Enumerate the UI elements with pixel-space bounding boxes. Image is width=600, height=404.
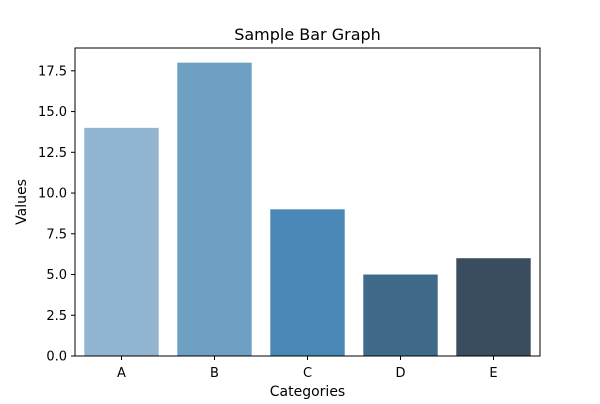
x-tick-label: E <box>489 366 497 381</box>
y-tick-label: 12.5 <box>38 146 67 161</box>
bar-a <box>84 127 159 356</box>
y-axis-label: Values <box>14 179 30 225</box>
bar-e <box>456 258 531 356</box>
y-tick-label: 15.0 <box>38 105 67 120</box>
bars-layer <box>84 62 531 357</box>
plot-frame <box>74 47 541 357</box>
x-axis-ticks: A B C D E <box>117 356 498 381</box>
bar-b <box>177 62 252 357</box>
y-tick-label: 0.0 <box>46 350 67 365</box>
x-tick-label: A <box>117 366 126 381</box>
y-tick-label: 5.0 <box>46 268 67 283</box>
y-axis-ticks: 0.0 2.5 5.0 7.5 10.0 12.5 15.0 17.5 <box>38 64 75 365</box>
x-tick-label: C <box>303 366 312 381</box>
x-tick-label: B <box>210 366 219 381</box>
bar-c <box>270 209 345 356</box>
chart-title: Sample Bar Graph <box>234 25 381 44</box>
y-tick-label: 2.5 <box>46 309 67 324</box>
y-tick-label: 17.5 <box>38 64 67 79</box>
x-axis-label: Categories <box>270 384 345 400</box>
y-tick-label: 10.0 <box>38 187 67 202</box>
bar-d <box>363 274 438 356</box>
x-tick-label: D <box>395 366 405 381</box>
y-tick-label: 7.5 <box>46 227 67 242</box>
